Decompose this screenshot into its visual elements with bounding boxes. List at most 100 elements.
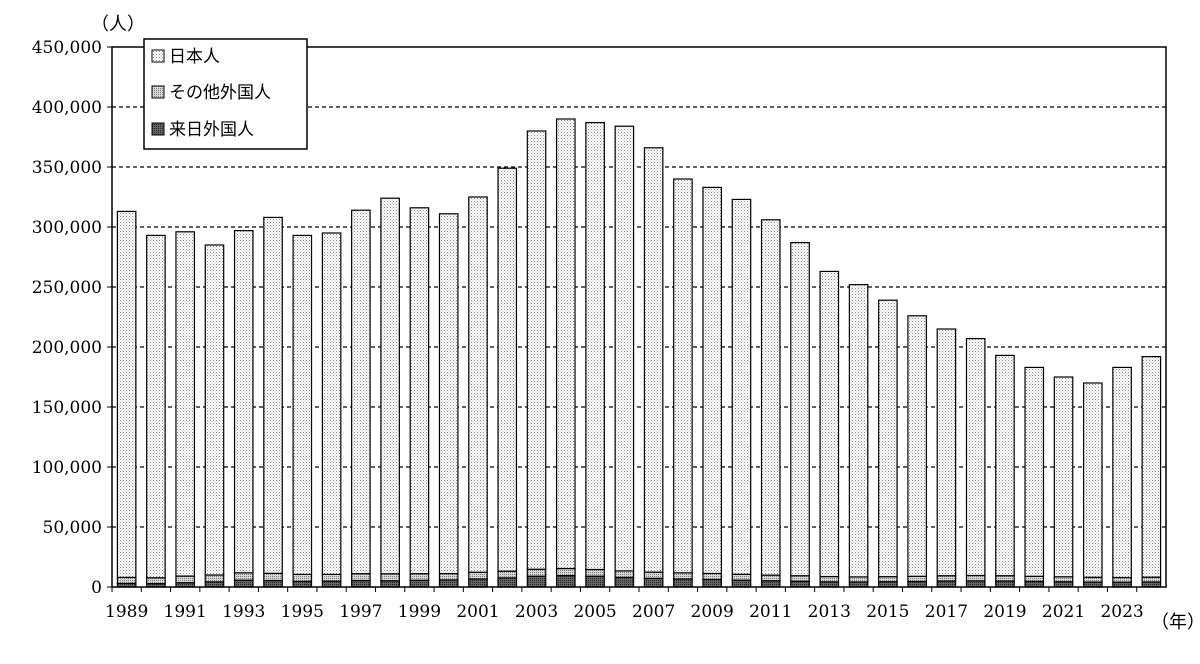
bar-segment-2023-2 [1112, 366, 1132, 579]
bar-segment-2014-0 [848, 581, 869, 588]
bar-group-1993 [233, 230, 254, 588]
bar-segment-2004-1 [555, 567, 576, 577]
x-tick-label: 1991 [164, 602, 207, 622]
bar-group-1989 [116, 210, 137, 588]
bar-segment-2018-2 [965, 338, 986, 577]
bar-segment-2020-2 [1024, 366, 1045, 577]
bar-segment-2001-2 [468, 196, 488, 573]
bar-segment-2008-0 [673, 578, 693, 588]
bar-group-2022 [1082, 382, 1103, 588]
bar-segment-1998-0 [380, 580, 400, 588]
x-tick-label: 1993 [222, 602, 265, 622]
x-tick-label: 2003 [515, 602, 558, 622]
bar-segment-2015-1 [878, 576, 898, 583]
bar-group-1992 [204, 244, 225, 588]
bar-segment-2006-1 [614, 570, 635, 578]
bar-segment-1989-1 [116, 576, 137, 585]
bar-segment-2020-1 [1024, 575, 1045, 582]
bar-segment-1996-1 [321, 573, 342, 582]
bar-segment-2006-0 [614, 576, 635, 588]
x-tick-label: 1995 [281, 602, 324, 622]
bar-segment-2002-1 [497, 570, 518, 579]
bar-segment-1997-1 [351, 573, 371, 582]
bar-segment-2012-1 [790, 575, 810, 582]
y-tick-label: 0 [91, 578, 102, 598]
bar-group-1997 [351, 209, 371, 588]
legend-box [143, 38, 308, 150]
bar-segment-2011-1 [760, 574, 781, 582]
bar-group-2007 [643, 147, 664, 588]
bar-segment-2000-1 [438, 572, 459, 581]
x-tick-label: 2019 [983, 602, 1026, 622]
gridlines [112, 106, 1166, 528]
bar-segment-2016-1 [907, 575, 927, 583]
bar-segment-2015-2 [878, 299, 898, 578]
y-tick-label: 150,000 [32, 398, 102, 418]
bar-group-2004 [555, 118, 576, 588]
bar-segment-2018-1 [965, 574, 986, 582]
bar-segment-1999-2 [409, 207, 430, 575]
y-tick-label: 450,000 [32, 38, 102, 58]
legend-label-other-foreigners: その他外国人 [169, 83, 271, 103]
y-tick-label: 50,000 [43, 518, 102, 538]
bar-segment-2005-2 [585, 121, 605, 571]
bar-segment-1993-2 [233, 230, 254, 574]
bar-segment-2012-0 [790, 580, 810, 588]
bar-segment-2010-2 [731, 198, 752, 575]
legend-item-visiting-foreigners: 来日外国人 [151, 120, 254, 140]
bar-group-2021 [1053, 376, 1074, 588]
bar-segment-2011-2 [760, 219, 781, 576]
bar-group-2016 [907, 315, 927, 588]
legend-swatch-other-foreigners [151, 85, 165, 99]
bar-segment-1993-0 [233, 579, 254, 588]
x-tick-label: 2015 [866, 602, 909, 622]
bar-group-2001 [468, 196, 488, 588]
y-tick-label: 250,000 [32, 278, 102, 298]
bar-segment-2000-2 [438, 213, 459, 575]
x-tick-label: 1997 [339, 602, 382, 622]
bar-segment-2022-1 [1082, 576, 1103, 583]
bar-segment-2003-0 [526, 575, 547, 588]
bar-group-2002 [497, 167, 518, 588]
x-tick-label: 2007 [632, 602, 675, 622]
bar-group-2005 [585, 121, 605, 588]
bar-group-2019 [995, 354, 1015, 588]
bar-segment-2009-0 [702, 578, 723, 588]
y-tick-label: 100,000 [32, 458, 102, 478]
bar-group-2014 [848, 284, 869, 588]
bar-segment-1990-1 [146, 577, 166, 585]
bar-segment-1998-2 [380, 197, 400, 575]
bar-group-2013 [819, 270, 840, 588]
bar-segment-2002-0 [497, 577, 518, 588]
bars [116, 118, 1162, 588]
bar-segment-1995-1 [292, 573, 313, 582]
bar-segment-2000-0 [438, 579, 459, 588]
x-unit-label: （年） [1151, 612, 1200, 633]
bar-group-2015 [878, 299, 898, 588]
legend: 日本人 その他外国人 来日外国人 [143, 38, 308, 150]
bar-group-1999 [409, 207, 430, 588]
y-tick-label: 350,000 [32, 158, 102, 178]
x-tick-label: 2021 [1042, 602, 1085, 622]
bar-segment-2015-0 [878, 581, 898, 588]
bar-segment-1997-2 [351, 209, 371, 575]
bar-segment-2007-0 [643, 577, 664, 588]
x-tick-label: 2001 [456, 602, 499, 622]
bar-segment-1994-0 [263, 579, 283, 588]
bar-segment-2016-2 [907, 315, 927, 577]
bar-group-2017 [936, 328, 957, 588]
x-tick-label: 1999 [398, 602, 441, 622]
bar-segment-2007-1 [643, 571, 664, 579]
bar-segment-1994-2 [263, 216, 283, 574]
y-tick-label: 200,000 [32, 338, 102, 358]
bar-segment-2009-1 [702, 572, 723, 581]
bar-segment-2001-1 [468, 571, 488, 580]
bar-segment-1998-1 [380, 573, 400, 582]
bar-segment-2012-2 [790, 242, 810, 577]
bar-segment-1992-2 [204, 244, 225, 576]
x-tick-label: 1989 [105, 602, 148, 622]
legend-swatch-visiting-foreigners [151, 122, 165, 136]
bar-segment-2004-2 [555, 118, 576, 570]
bar-segment-2005-0 [585, 575, 605, 588]
bar-segment-2021-2 [1053, 376, 1074, 578]
